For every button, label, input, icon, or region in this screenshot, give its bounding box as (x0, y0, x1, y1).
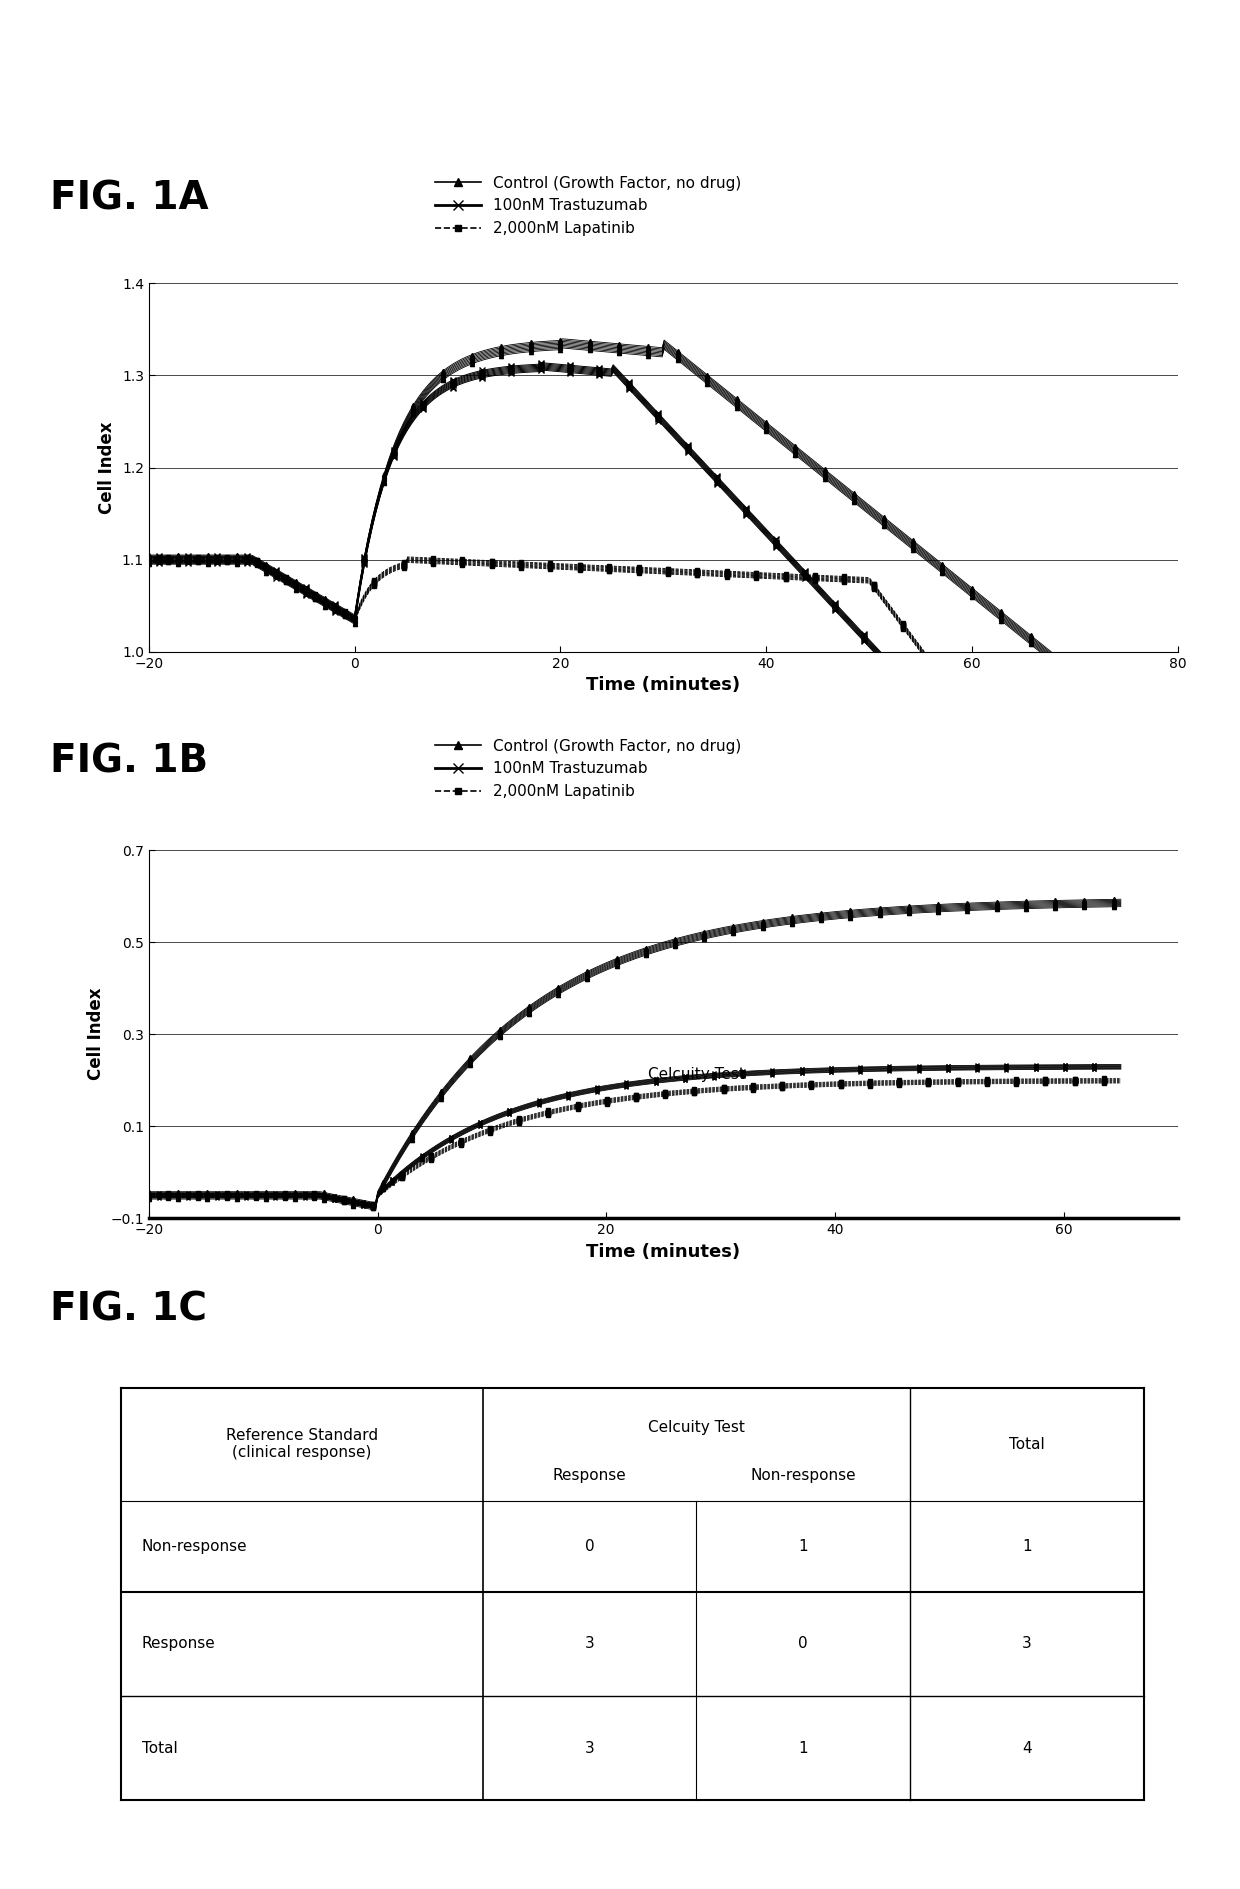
Text: Response: Response (553, 1468, 626, 1483)
Text: 3: 3 (1022, 1636, 1032, 1651)
Text: FIG. 1A: FIG. 1A (50, 179, 208, 217)
Text: FIG. 1B: FIG. 1B (50, 742, 208, 780)
X-axis label: Time (minutes): Time (minutes) (587, 1243, 740, 1260)
Text: Total: Total (141, 1742, 177, 1755)
Text: Reference Standard
(clinical response): Reference Standard (clinical response) (226, 1428, 378, 1460)
Y-axis label: Cell Index: Cell Index (87, 988, 104, 1081)
Text: Non-response: Non-response (750, 1468, 856, 1483)
Legend: Control (Growth Factor, no drug), 100nM Trastuzumab, 2,000nM Lapatinib: Control (Growth Factor, no drug), 100nM … (429, 170, 748, 242)
Text: 3: 3 (585, 1742, 595, 1755)
Y-axis label: Cell Index: Cell Index (98, 421, 117, 514)
Text: 0: 0 (585, 1540, 594, 1555)
Text: Celcuity Test: Celcuity Test (649, 1421, 745, 1436)
Text: Non-response: Non-response (141, 1540, 248, 1555)
Text: Total: Total (1009, 1438, 1045, 1451)
X-axis label: Time (minutes): Time (minutes) (587, 676, 740, 693)
Legend: Control (Growth Factor, no drug), 100nM Trastuzumab, 2,000nM Lapatinib: Control (Growth Factor, no drug), 100nM … (429, 733, 748, 805)
Text: 1: 1 (799, 1742, 807, 1755)
Text: 4: 4 (1022, 1742, 1032, 1755)
Text: Response: Response (141, 1636, 216, 1651)
Text: 1: 1 (1022, 1540, 1032, 1555)
Text: FIG. 1C: FIG. 1C (50, 1290, 207, 1328)
Text: 3: 3 (585, 1636, 595, 1651)
Text: 1: 1 (799, 1540, 807, 1555)
Text: Celcuity Test: Celcuity Test (649, 1067, 745, 1082)
Text: 0: 0 (799, 1636, 807, 1651)
